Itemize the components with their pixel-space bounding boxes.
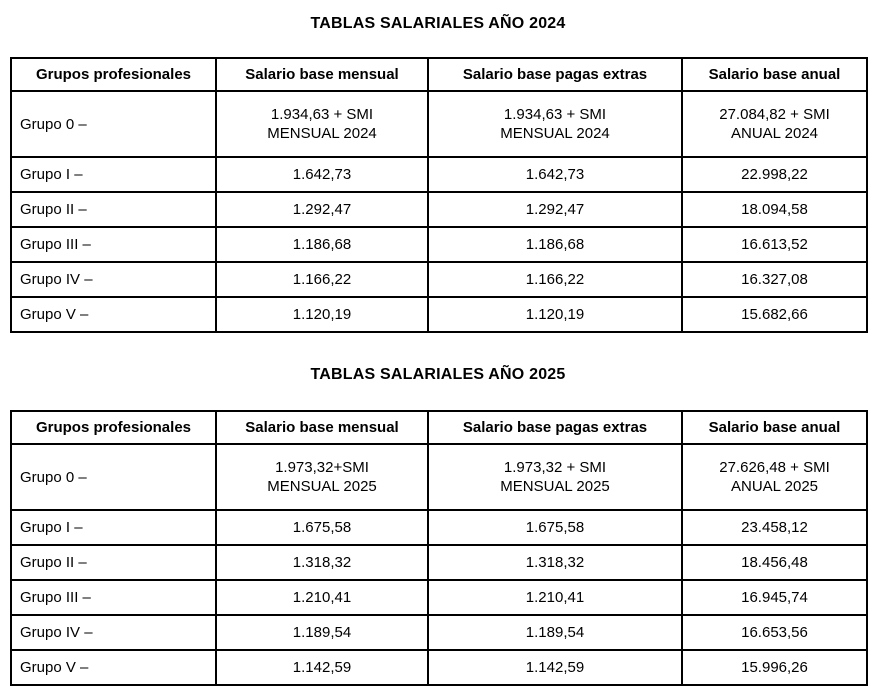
table-row-grupo-5: Grupo V – 1.120,19 1.120,19 15.682,66 — [10, 296, 868, 333]
salary-mensual-cell: 1.934,63 + SMI MENSUAL 2024 — [215, 90, 429, 158]
column-header-mensual: Salario base mensual — [215, 57, 429, 92]
column-header-anual: Salario base anual — [681, 57, 868, 92]
table-title-2025: TABLAS SALARIALES AÑO 2025 — [310, 366, 566, 383]
salary-pagas-cell: 1.142,59 — [427, 649, 683, 686]
salary-mensual-cell: 1.675,58 — [215, 509, 429, 546]
salary-anual-cell: 15.996,26 — [681, 649, 868, 686]
header-row: Grupos profesionales Salario base mensua… — [10, 57, 868, 92]
salary-anual-cell: 18.094,58 — [681, 191, 868, 228]
salary-anual-cell: 16.653,56 — [681, 614, 868, 651]
salary-anual-cell: 22.998,22 — [681, 156, 868, 193]
salary-anual-cell: 18.456,48 — [681, 544, 868, 581]
salary-pagas-cell: 1.189,54 — [427, 614, 683, 651]
table-row-grupo-2: Grupo II – 1.318,32 1.318,32 18.456,48 — [10, 544, 868, 581]
salary-anual-cell: 27.084,82 + SMI ANUAL 2024 — [681, 90, 868, 158]
table-row-grupo-2: Grupo II – 1.292,47 1.292,47 18.094,58 — [10, 191, 868, 228]
group-label-cell: Grupo II – — [10, 191, 217, 228]
column-header-grupos: Grupos profesionales — [10, 410, 217, 445]
column-header-pagas-extras: Salario base pagas extras — [427, 57, 683, 92]
salary-pagas-cell: 1.166,22 — [427, 261, 683, 298]
table-row-grupo-3: Grupo III – 1.186,68 1.186,68 16.613,52 — [10, 226, 868, 263]
salary-mensual-cell: 1.189,54 — [215, 614, 429, 651]
table-row-grupo-4: Grupo IV – 1.189,54 1.189,54 16.653,56 — [10, 614, 868, 651]
group-label-cell: Grupo I – — [10, 509, 217, 546]
group-label-cell: Grupo 0 – — [10, 443, 217, 511]
salary-anual-cell: 15.682,66 — [681, 296, 868, 333]
salary-mensual-cell: 1.210,41 — [215, 579, 429, 616]
salary-mensual-cell: 1.142,59 — [215, 649, 429, 686]
column-header-anual: Salario base anual — [681, 410, 868, 445]
salary-mensual-cell: 1.318,32 — [215, 544, 429, 581]
salary-pagas-cell: 1.210,41 — [427, 579, 683, 616]
salary-pagas-cell: 1.973,32 + SMI MENSUAL 2025 — [427, 443, 683, 511]
salary-pagas-cell: 1.675,58 — [427, 509, 683, 546]
group-label-cell: Grupo 0 – — [10, 90, 217, 158]
group-label-cell: Grupo III – — [10, 226, 217, 263]
column-header-pagas-extras: Salario base pagas extras — [427, 410, 683, 445]
salary-pagas-cell: 1.292,47 — [427, 191, 683, 228]
column-header-mensual: Salario base mensual — [215, 410, 429, 445]
group-label-cell: Grupo II – — [10, 544, 217, 581]
salary-anual-cell: 23.458,12 — [681, 509, 868, 546]
salary-pagas-cell: 1.120,19 — [427, 296, 683, 333]
salary-pagas-cell: 1.934,63 + SMI MENSUAL 2024 — [427, 90, 683, 158]
table-row-grupo-5: Grupo V – 1.142,59 1.142,59 15.996,26 — [10, 649, 868, 686]
salary-mensual-cell: 1.642,73 — [215, 156, 429, 193]
column-header-grupos: Grupos profesionales — [10, 57, 217, 92]
group-label-cell: Grupo V – — [10, 296, 217, 333]
salary-mensual-cell: 1.186,68 — [215, 226, 429, 263]
table-row-grupo-1: Grupo I – 1.642,73 1.642,73 22.998,22 — [10, 156, 868, 193]
salary-table-2024: Grupos profesionales Salario base mensua… — [10, 57, 868, 333]
salary-pagas-cell: 1.186,68 — [427, 226, 683, 263]
table-title-2024: TABLAS SALARIALES AÑO 2024 — [310, 15, 566, 32]
table-row-grupo-1: Grupo I – 1.675,58 1.675,58 23.458,12 — [10, 509, 868, 546]
group-label-cell: Grupo V – — [10, 649, 217, 686]
salary-mensual-cell: 1.292,47 — [215, 191, 429, 228]
salary-pagas-cell: 1.318,32 — [427, 544, 683, 581]
group-label-cell: Grupo III – — [10, 579, 217, 616]
salary-anual-cell: 16.613,52 — [681, 226, 868, 263]
table-row-grupo-0: Grupo 0 – 1.973,32+SMI MENSUAL 2025 1.97… — [10, 443, 868, 511]
salary-table-2025: Grupos profesionales Salario base mensua… — [10, 410, 868, 686]
group-label-cell: Grupo IV – — [10, 614, 217, 651]
table-row-grupo-3: Grupo III – 1.210,41 1.210,41 16.945,74 — [10, 579, 868, 616]
salary-mensual-cell: 1.973,32+SMI MENSUAL 2025 — [215, 443, 429, 511]
salary-anual-cell: 27.626,48 + SMI ANUAL 2025 — [681, 443, 868, 511]
table-row-grupo-0: Grupo 0 – 1.934,63 + SMI MENSUAL 2024 1.… — [10, 90, 868, 158]
salary-anual-cell: 16.945,74 — [681, 579, 868, 616]
salary-anual-cell: 16.327,08 — [681, 261, 868, 298]
table-row-grupo-4: Grupo IV – 1.166,22 1.166,22 16.327,08 — [10, 261, 868, 298]
salary-pagas-cell: 1.642,73 — [427, 156, 683, 193]
salary-mensual-cell: 1.166,22 — [215, 261, 429, 298]
header-row: Grupos profesionales Salario base mensua… — [10, 410, 868, 445]
salary-mensual-cell: 1.120,19 — [215, 296, 429, 333]
group-label-cell: Grupo I – — [10, 156, 217, 193]
group-label-cell: Grupo IV – — [10, 261, 217, 298]
